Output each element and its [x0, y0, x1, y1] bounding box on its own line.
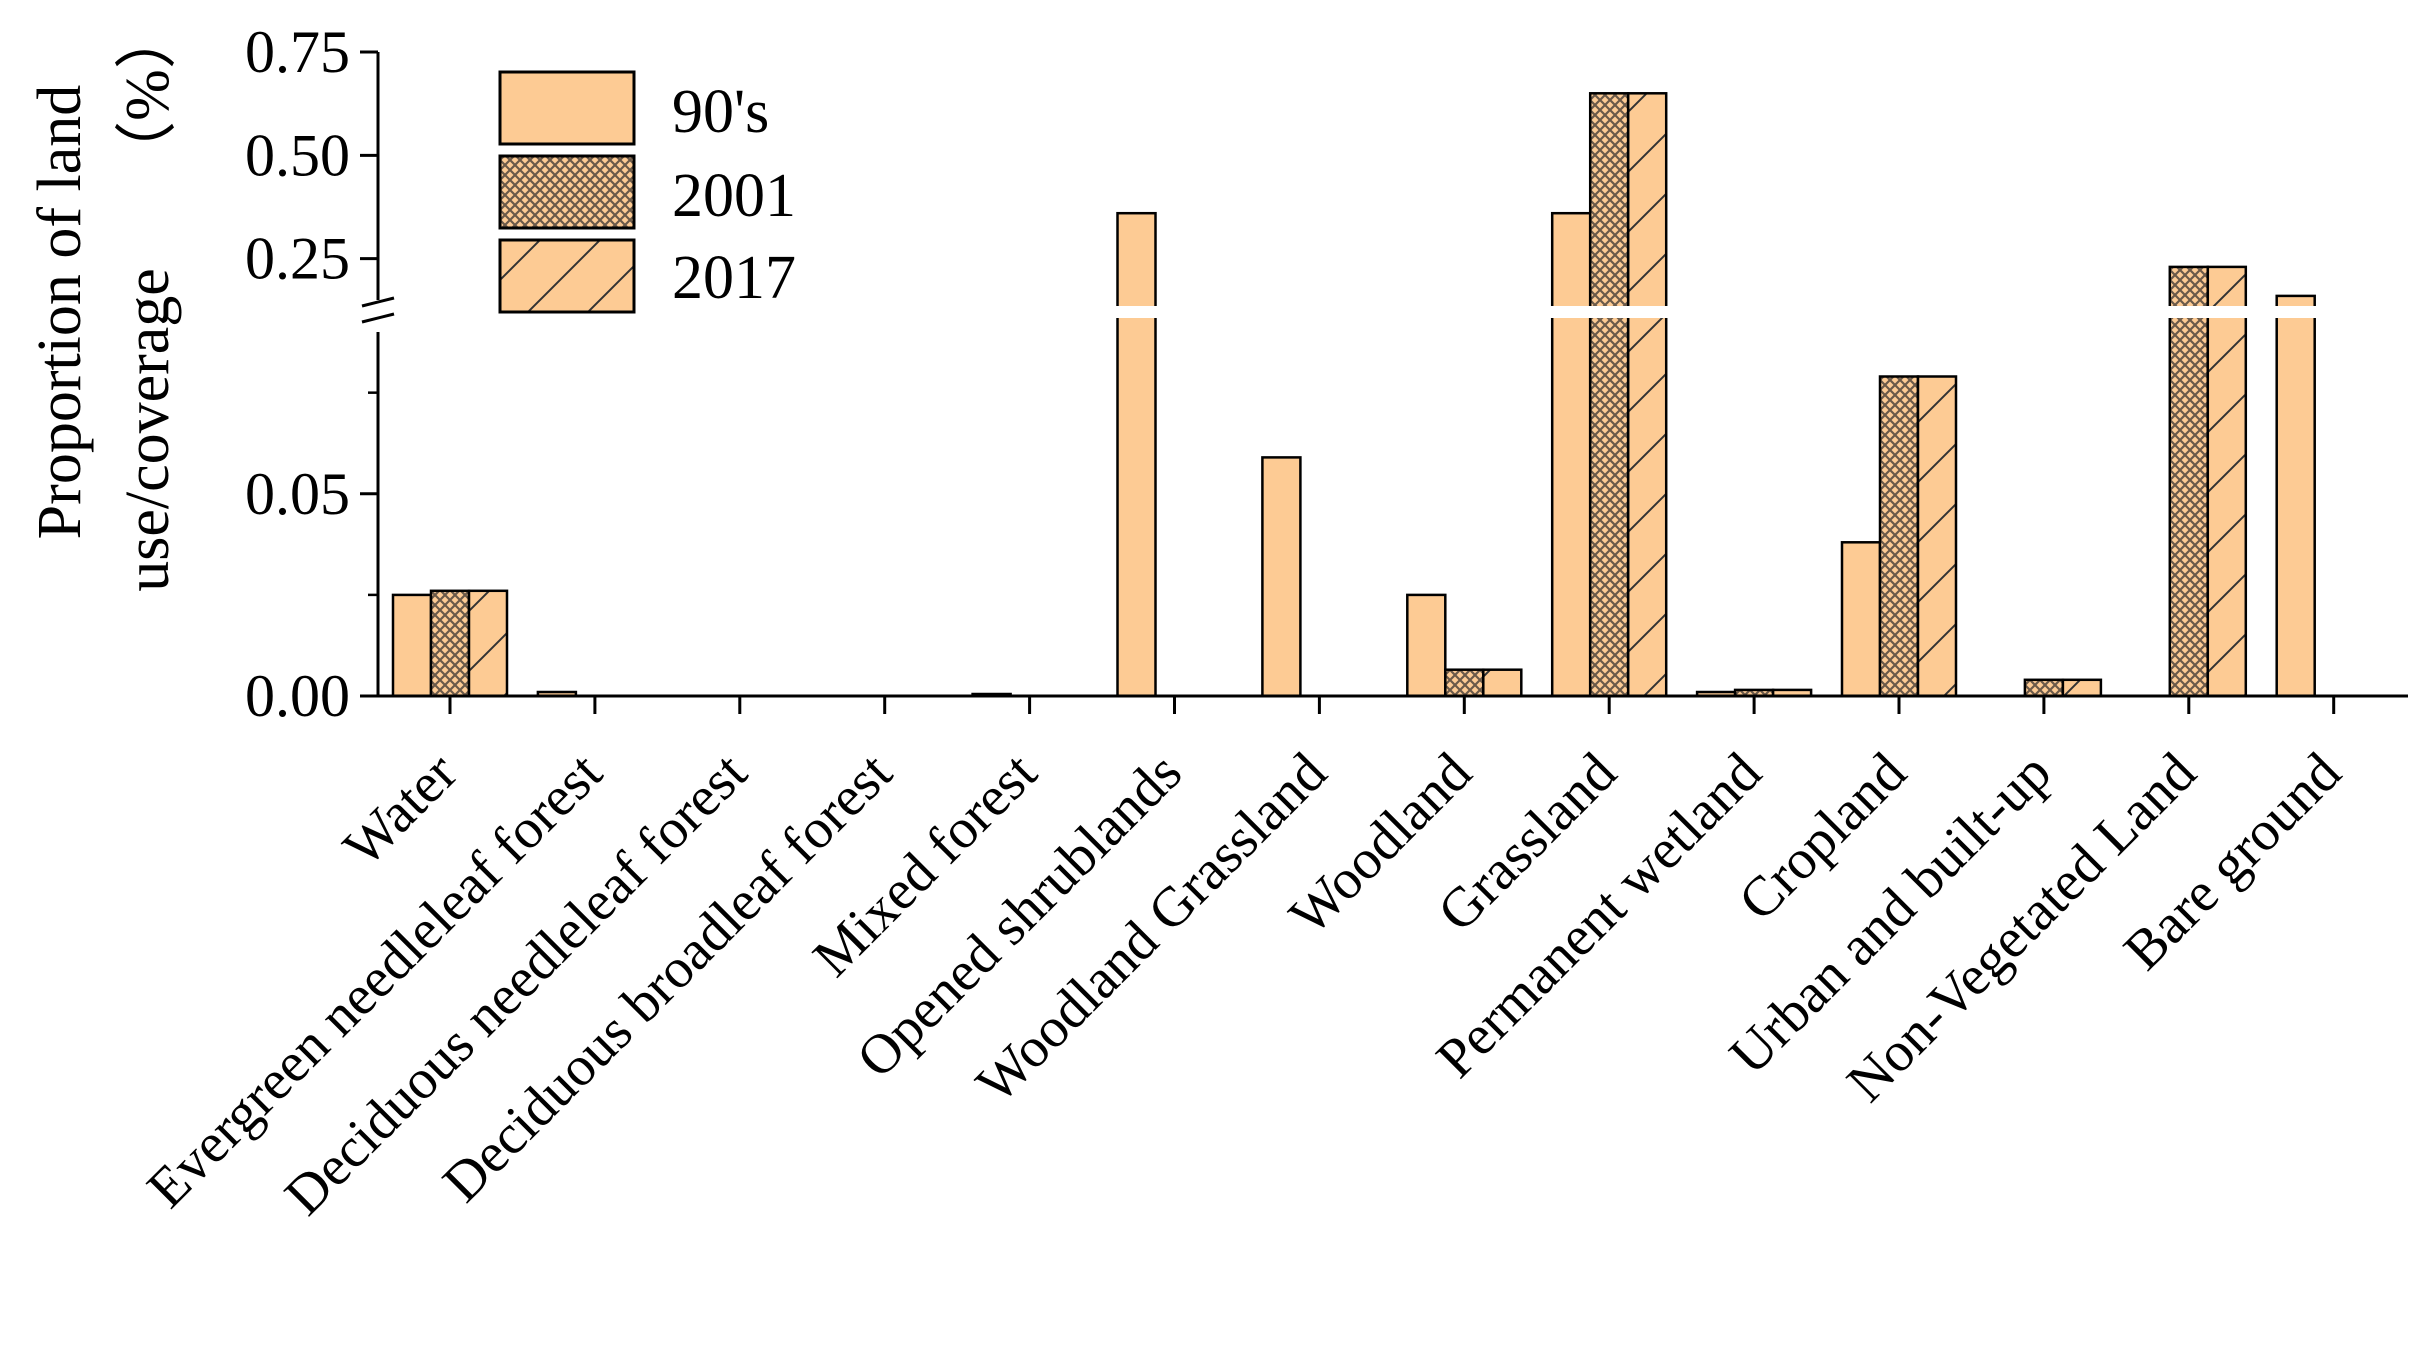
axis-break-gap [1115, 306, 1158, 318]
bar-90s-woodland [1406, 593, 1447, 698]
axis-break-gaps [1115, 306, 2317, 318]
bar-2017-grassland [1626, 92, 1668, 698]
bar-90s-woodland-grassland [1261, 456, 1302, 698]
bar-2001-water [429, 589, 471, 698]
y-tick-label: 0.25 [245, 226, 350, 292]
legend-label-2017: 2017 [672, 244, 796, 312]
y-axis-title-line1: Proportion of land [26, 85, 94, 540]
bar-90s-opened-shrublands [1116, 211, 1157, 698]
bar-90s-water [391, 593, 433, 698]
bar-2001-urban-and-built-up [2023, 678, 2065, 698]
legend-swatch-2017 [498, 238, 636, 314]
x-tick-label: Water [332, 741, 470, 879]
bar-2001-woodland [1444, 668, 1485, 698]
y-tick-label: 0.50 [245, 122, 350, 188]
bars-group [391, 92, 2316, 698]
bar-90s-bare-ground [2275, 294, 2316, 698]
y-axis-title: Proportion of land use/coverage （%） [26, 7, 182, 592]
axis-break-gap [2167, 306, 2210, 318]
legend-label-90s: 90's [672, 78, 769, 146]
y-axis-title-unit: （%） [114, 7, 182, 183]
axis-break-gap [1626, 306, 1669, 318]
axis-break-gap [2205, 306, 2248, 318]
bar-2017-woodland [1482, 668, 1523, 698]
axis-break-gap [1588, 306, 1631, 318]
y-tick-label: 0.05 [245, 461, 350, 527]
bar-2001-grassland [1588, 92, 1630, 698]
legend: 90's 2001 2017 [498, 70, 796, 314]
bar-2017-water [467, 589, 509, 698]
bar-90s-grassland [1550, 211, 1592, 698]
y-ticks: 0.00 0.05 0.25 0.50 0.75 [245, 19, 378, 729]
bar-2001-cropland [1878, 375, 1920, 698]
y-tick-label: 0.00 [245, 663, 350, 729]
legend-label-2001: 2001 [672, 162, 796, 230]
legend-swatch-2001 [498, 154, 636, 230]
y-axis-title-line2: use/coverage [114, 268, 182, 592]
bar-2001-non-vegetated-land [2168, 265, 2210, 698]
bar-2017-non-vegetated-land [2206, 265, 2248, 698]
axis-break-gap [2274, 306, 2317, 318]
legend-swatch-90s [498, 70, 636, 146]
axis-break-gap [1550, 306, 1593, 318]
y-axis-break-mark [361, 296, 395, 324]
bar-90s-cropland [1840, 541, 1882, 698]
y-tick-label: 0.75 [245, 19, 350, 85]
bar-2017-cropland [1916, 375, 1958, 698]
bar-2017-urban-and-built-up [2061, 678, 2103, 698]
